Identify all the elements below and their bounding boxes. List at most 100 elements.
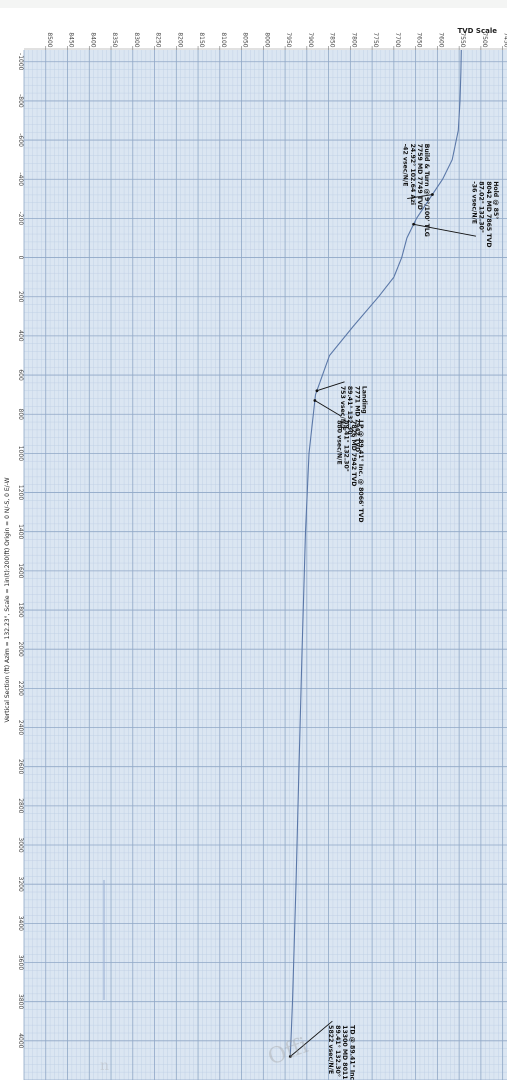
annotation-line: TD @ 89.41° Inc. @ 7938' TVD: [348, 1025, 356, 1080]
annotation-point: [313, 399, 317, 402]
vs-tick-label: 2000: [17, 642, 24, 657]
tvd-tick-label: 7800: [350, 32, 357, 47]
vs-tick-label: 600: [17, 369, 24, 381]
annotation-line: Build & Turn @ 9°/100' TLG: [423, 144, 431, 237]
tvd-tick-label: 7500: [481, 32, 488, 47]
tvd-tick-label: 8000: [263, 32, 270, 47]
annotation-leader: [316, 381, 345, 392]
annotation-text: Build & Turn @ 9°/100' TLG7759 MD 7749 T…: [402, 144, 432, 237]
vs-tick-label: 800: [17, 408, 24, 420]
annotation-point: [315, 389, 319, 393]
annotation-line: 89.41° 132.30°: [343, 420, 351, 472]
annotation-line: 5822 vsec/N/E: [327, 1025, 334, 1074]
vs-tick-label: 1400: [17, 524, 24, 539]
tvd-tick-label: 7750: [372, 32, 379, 47]
vs-tick-label: 3400: [17, 916, 24, 931]
annotation-line: Hold @ 85°: [492, 181, 500, 219]
annotation-line: 24.92° 102.64 Azi: [409, 144, 417, 205]
vs-tick-label: 400: [17, 330, 24, 342]
annotation-line: -42 vsec/N/E: [402, 144, 409, 187]
vs-tick-label: 2800: [17, 798, 24, 813]
svg-text:n: n: [100, 1058, 109, 1074]
vs-tick-label: 3600: [17, 955, 24, 970]
tvd-tick-label: 8200: [176, 32, 183, 47]
tvd-tick-label: 8350: [111, 32, 118, 47]
annotation-line: Landing: [361, 386, 368, 414]
tvd-tick-label: 7950: [285, 32, 292, 47]
tvd-tick-label: 7900: [307, 32, 314, 47]
annotation-4: LP @ 89.41° Inc. @ 8066' TVD7826 MD 7942…: [313, 399, 365, 523]
annotation-line: 7826 MD 7942 TVD: [350, 420, 357, 486]
annotation-line: 753 vsec/N/E: [339, 386, 346, 431]
vs-tick-label: 1600: [17, 563, 24, 578]
vs-tick-label: 1000: [17, 446, 24, 461]
vs-tick-label: -800: [17, 94, 24, 108]
vs-tick-label: 4000: [17, 1033, 24, 1048]
annotation-line: 87.02° 132.30°: [478, 181, 486, 233]
vs-tick-label: 1200: [17, 485, 24, 500]
vs-tick-label: 0: [17, 256, 24, 260]
annotation-5: TD @ 89.41° Inc. @ 7938' TVD13300 MD 801…: [288, 1020, 357, 1080]
vs-tick-label: 200: [17, 291, 24, 303]
chart-title: TVD Scale: [457, 27, 497, 35]
annotation-2: Hold @ 85°8042 MD 7865 TVD87.02° 132.30°…: [412, 181, 500, 248]
tvd-tick-label: 7850: [329, 32, 336, 47]
annotation-line: -36 vsec/N/E: [470, 181, 477, 224]
tvd-tick-label: 8500: [46, 32, 53, 47]
plot-area: [24, 50, 507, 1080]
annotations: Build & Turn @ 9°/100' TLG7759 MD 7749 T…: [103, 144, 500, 1080]
tvd-tick-label: 7450: [503, 32, 507, 47]
tvd-tick-label: 8250: [155, 32, 162, 47]
vs-tick-label: 2200: [17, 681, 24, 696]
vs-tick-label: 3800: [17, 994, 24, 1009]
annotation-line: 13300 MD 8011 TVD: [341, 1025, 348, 1080]
tvd-tick-label: 8300: [133, 32, 140, 47]
vs-tick-label: 3000: [17, 837, 24, 852]
tvd-tick-label: 8450: [68, 32, 75, 47]
annotation-line: 89.41° 132.30°: [334, 1025, 342, 1077]
vs-tick-labels: -1000 -800 -600 -400 -200 0 200 400 600 800 1000 12…: [17, 53, 24, 1049]
tvd-tick-label: 8150: [198, 32, 205, 47]
vs-tick-label: -1000: [17, 53, 24, 71]
major-grid: [23, 50, 507, 1080]
annotation-line: 89.41° 132.30°: [346, 386, 354, 438]
annotation-leader: [314, 400, 342, 417]
annotation-point: [412, 222, 416, 226]
annotation-point: [288, 1055, 292, 1058]
tvd-tick-label: 7700: [394, 32, 401, 47]
tvd-tick-label: 8100: [220, 32, 227, 47]
annotation-3: Landing7771 MD 7942 TVD89.41° 132.30°753…: [315, 381, 368, 452]
annotation-line: 7771 MD 7942 TVD: [353, 386, 360, 452]
vs-tick-label: 3200: [17, 877, 24, 892]
vs-tick-label: -200: [17, 212, 24, 226]
annotation-leader: [413, 223, 477, 237]
annotation-text: LP @ 89.41° Inc. @ 8066' TVD7826 MD 7942…: [335, 420, 365, 522]
vs-tick-label: 1800: [17, 602, 24, 617]
tvd-tick-label: 7600: [437, 32, 444, 47]
annotation-line: 8042 MD 7865 TVD: [485, 181, 492, 247]
tvd-tick-labels: 7450 7500 7550 7600 7650 7700 7750 7800 7850 7900…: [24, 32, 507, 50]
minor-grid: [24, 50, 507, 1080]
annotation-line: 7759 MD 7749 TVD: [416, 144, 423, 210]
annotation-text: TD @ 89.41° Inc. @ 7938' TVD13300 MD 801…: [327, 1025, 357, 1080]
vs-tick-label: 2400: [17, 720, 24, 735]
annotation-line: LP @ 89.41° Inc. @ 8066' TVD: [357, 420, 365, 522]
x-axis-label: Vertical Section (ft) Azim = 132.23°, Sc…: [4, 477, 11, 722]
tvd-tick-label: 7550: [459, 32, 466, 47]
tvd-tick-label: 8050: [242, 32, 249, 47]
tvd-tick-label: 8400: [89, 32, 96, 47]
vs-tick-label: -400: [17, 172, 24, 186]
vs-tick-label: -600: [17, 133, 24, 147]
annotation-text: Hold @ 85°8042 MD 7865 TVD87.02° 132.30°…: [470, 181, 500, 247]
annotation-leader: [407, 194, 433, 200]
tvd-tick-label: 7650: [416, 32, 423, 47]
annotation-text: Landing7771 MD 7942 TVD89.41° 132.30°753…: [339, 386, 368, 452]
well-path-line: [289, 49, 462, 1057]
annotation-point: [431, 193, 434, 196]
annotation-1: Build & Turn @ 9°/100' TLG7759 MD 7749 T…: [402, 144, 434, 237]
annotation-leader: [290, 1020, 333, 1057]
annotation-line: 880 vsec/N/E: [335, 420, 342, 465]
vs-tick-label: 2600: [17, 759, 24, 774]
